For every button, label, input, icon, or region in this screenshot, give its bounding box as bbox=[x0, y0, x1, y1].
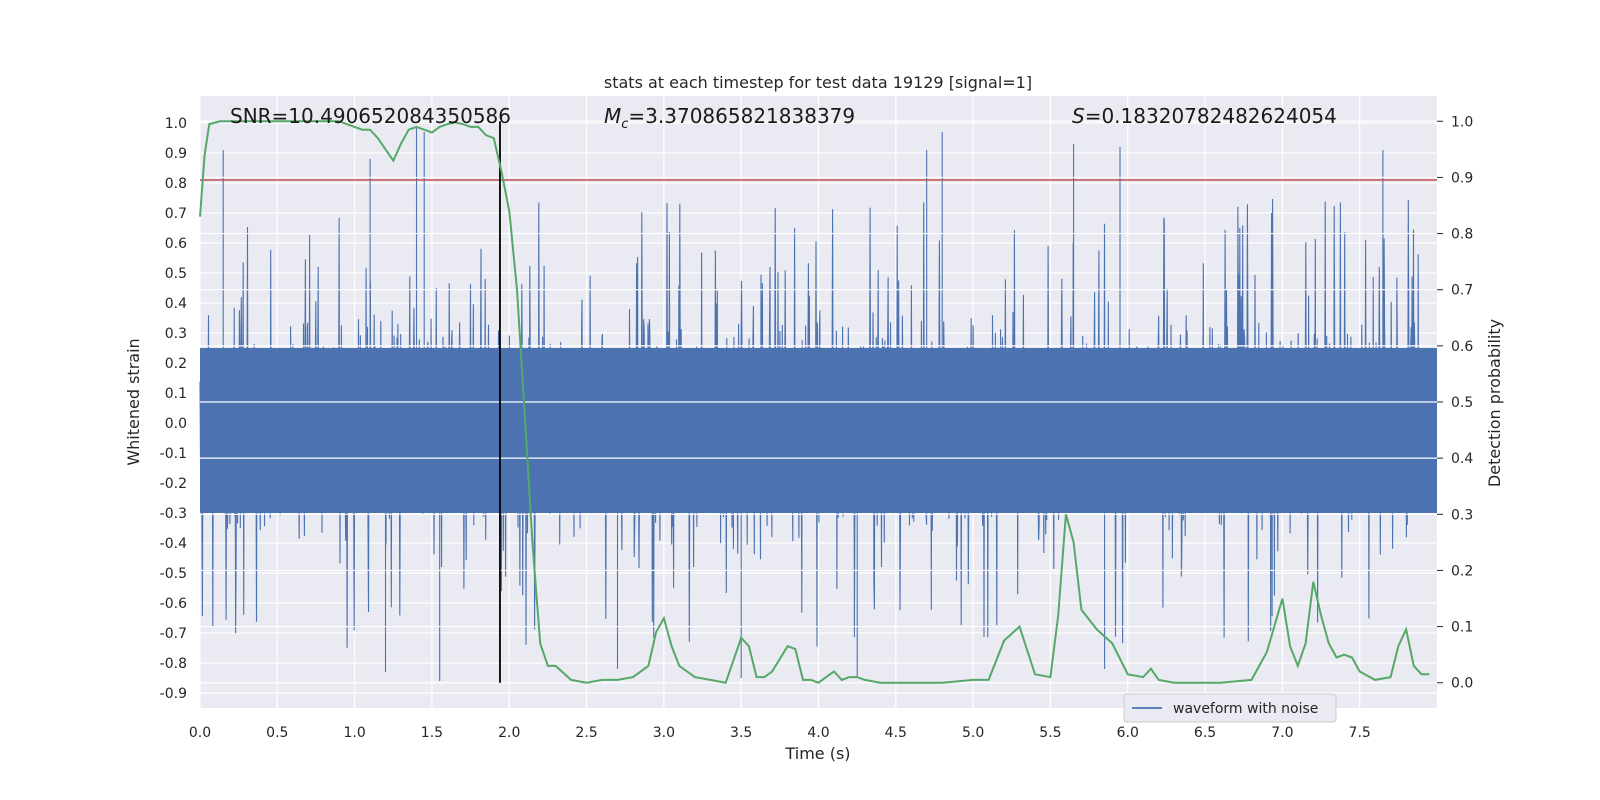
x-tick-label: 3.0 bbox=[653, 725, 675, 741]
y-right-tick-label: 0.3 bbox=[1451, 507, 1473, 523]
y-right-tick-label: 0.2 bbox=[1451, 563, 1473, 579]
x-tick-label: 2.5 bbox=[575, 725, 597, 741]
chirp-mass-value: =3.370865821838379 bbox=[628, 104, 855, 128]
y-tick-label: 0.3 bbox=[165, 326, 187, 342]
detection-probability-line bbox=[199, 120, 1430, 684]
y-right-tick-label: 0.6 bbox=[1451, 339, 1473, 355]
legend-label: waveform with noise bbox=[1173, 701, 1318, 717]
x-tick-label: 6.0 bbox=[1117, 725, 1139, 741]
s-symbol: S bbox=[1072, 104, 1085, 128]
y-right-tick-label: 0.1 bbox=[1451, 620, 1473, 636]
y-axis-ticks: 1.0 0.9 0.8 0.7 0.6 0.5 0.4 0.3 0.2 0.1 0.0 -0.1 -0.… bbox=[160, 116, 187, 702]
x-axis-ticks: 0.0 0.5 1.0 1.5 2.0 2.5 3.0 3.5 4.0 4.5 5.0 5.5 6.0 6… bbox=[189, 725, 1371, 741]
snr-annotation: SNR=10.490652084350586 bbox=[230, 104, 511, 128]
chirp-mass-subscript: c bbox=[621, 117, 628, 132]
legend-box bbox=[1123, 693, 1337, 723]
y-right-tick-label: 0.0 bbox=[1451, 676, 1473, 692]
x-axis-label: Time (s) bbox=[784, 744, 850, 763]
waveform-line bbox=[199, 126, 1435, 681]
x-tick-label: 0.0 bbox=[189, 725, 211, 741]
chirp-mass-annotation: Mc=3.370865821838379 bbox=[604, 104, 855, 132]
x-tick-label: 1.0 bbox=[343, 725, 365, 741]
x-tick-label: 1.5 bbox=[421, 725, 443, 741]
probability-series bbox=[199, 120, 1430, 684]
y-tick-label: 0.8 bbox=[165, 176, 187, 192]
y-tick-label: 0.4 bbox=[165, 296, 187, 312]
y-tick-label: 1.0 bbox=[165, 116, 187, 132]
x-tick-label: 7.5 bbox=[1349, 725, 1371, 741]
x-tick-label: 5.0 bbox=[962, 725, 984, 741]
y-right-tick-label: 1.0 bbox=[1451, 114, 1473, 130]
chirp-mass-symbol: M bbox=[604, 104, 621, 128]
y-tick-label: -0.5 bbox=[160, 566, 187, 582]
x-tick-label: 5.5 bbox=[1039, 725, 1061, 741]
y-axis-right-label: Detection probability bbox=[1485, 319, 1504, 487]
y-right-tick-label: 0.4 bbox=[1451, 451, 1473, 467]
y-axis-label: Whitened strain bbox=[124, 338, 143, 465]
y-tick-label: 0.6 bbox=[165, 236, 187, 252]
x-tick-label: 6.5 bbox=[1194, 725, 1216, 741]
y-right-tick-label: 0.9 bbox=[1451, 170, 1473, 186]
waveform-series bbox=[199, 126, 1437, 681]
y-axis-right-ticks: 1.0 0.9 0.8 0.7 0.6 0.5 0.4 0.3 0.2 0.1 0.0 bbox=[1437, 114, 1473, 692]
y-right-tick-label: 0.5 bbox=[1451, 395, 1473, 411]
x-tick-label: 4.5 bbox=[885, 725, 907, 741]
x-tick-label: 3.5 bbox=[730, 725, 752, 741]
y-tick-label: -0.4 bbox=[160, 536, 187, 552]
y-tick-label: -0.2 bbox=[160, 476, 187, 492]
x-tick-label: 7.0 bbox=[1271, 725, 1293, 741]
reference-lines bbox=[200, 121, 1437, 683]
x-tick-label: 0.5 bbox=[266, 725, 288, 741]
y-tick-label: 0.9 bbox=[165, 146, 187, 162]
x-tick-label: 2.0 bbox=[498, 725, 520, 741]
y-tick-label: 0.7 bbox=[165, 206, 187, 222]
y-tick-label: -0.1 bbox=[160, 446, 187, 462]
y-tick-label: 0.5 bbox=[165, 266, 187, 282]
y-tick-label: -0.7 bbox=[160, 626, 187, 642]
y-tick-label: -0.8 bbox=[160, 656, 187, 672]
y-tick-label: 0.0 bbox=[165, 416, 187, 432]
y-right-tick-label: 0.8 bbox=[1451, 227, 1473, 243]
y-tick-label: 0.2 bbox=[165, 356, 187, 372]
y-tick-label: -0.3 bbox=[160, 506, 187, 522]
chart-title: stats at each timestep for test data 191… bbox=[604, 73, 1032, 92]
y-tick-label: -0.6 bbox=[160, 596, 187, 612]
s-annotation: S=0.18320782482624054 bbox=[1072, 104, 1337, 128]
y-right-tick-label: 0.7 bbox=[1451, 283, 1473, 299]
y-tick-label: 0.1 bbox=[165, 386, 187, 402]
x-tick-label: 4.0 bbox=[807, 725, 829, 741]
legend: waveform with noise bbox=[1123, 693, 1337, 723]
y-tick-label: -0.9 bbox=[160, 686, 187, 702]
s-value: =0.18320782482624054 bbox=[1085, 104, 1337, 128]
